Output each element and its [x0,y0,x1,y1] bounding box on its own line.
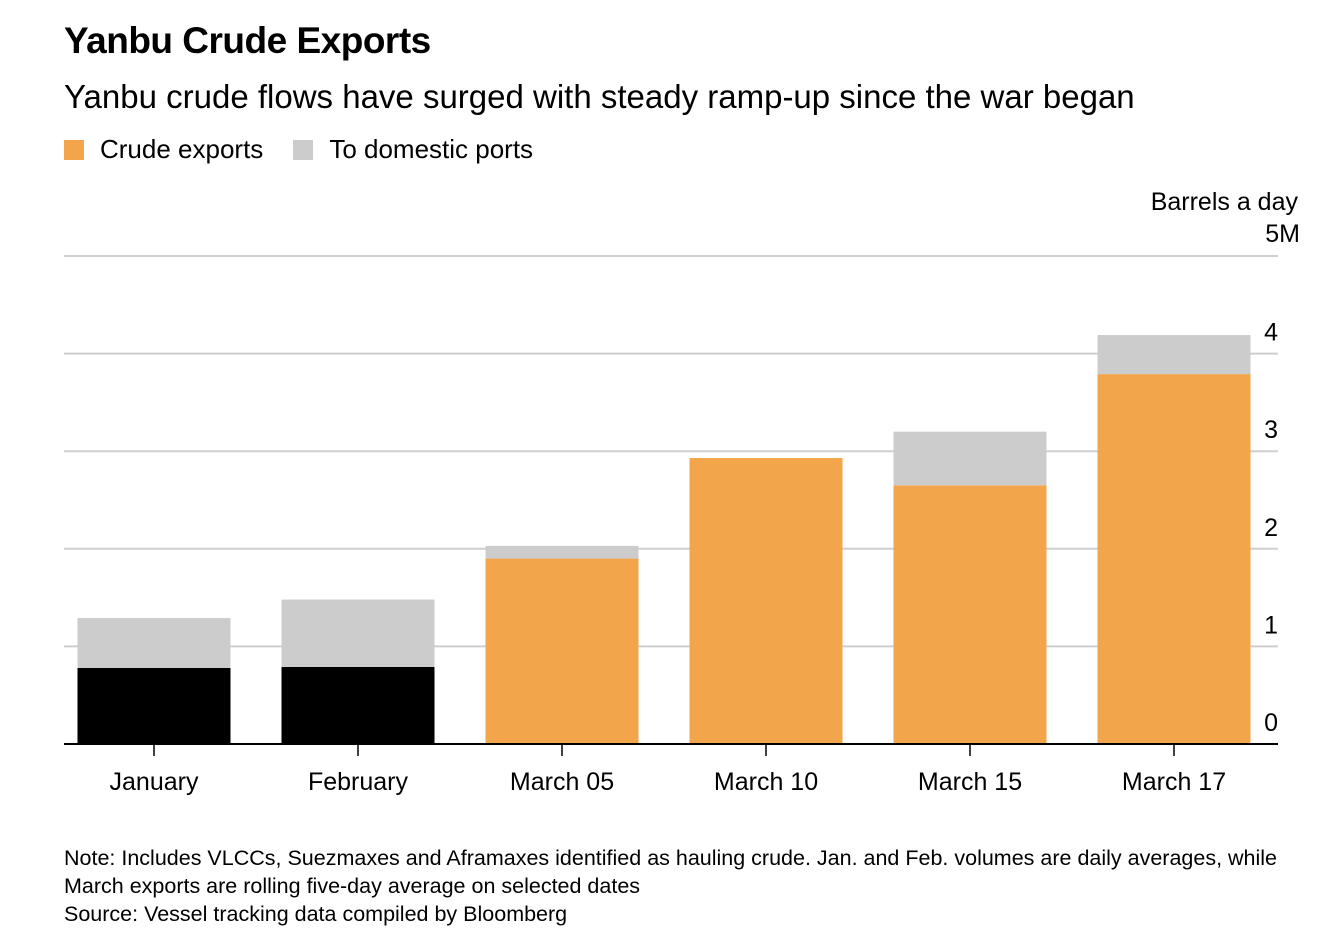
legend-item-domestic-ports: To domestic ports [293,134,533,165]
bar-domestic-ports [281,599,435,667]
legend-item-crude-exports: Crude exports [64,134,263,165]
bar-crude-exports [485,558,639,744]
chart-subtitle: Yanbu crude flows have surged with stead… [64,78,1135,115]
x-tick-label: February [308,768,409,796]
x-tick-label: March 10 [714,768,818,796]
x-tick-label: March 17 [1122,768,1226,796]
legend-label: Crude exports [100,134,264,164]
bar-crude-exports [689,458,843,744]
bar-domestic-ports [77,618,231,668]
legend-swatch-crude-exports [64,139,84,160]
legend-swatch-domestic-ports [293,139,314,160]
legend-label: To domestic ports [329,134,534,164]
chart-title: Yanbu Crude Exports [64,20,431,61]
bar-crude-exports [893,485,1047,744]
y-tick-label: 5M [1265,220,1300,248]
bar-crude-exports [77,667,231,744]
y-tick-label: 3 [1264,416,1278,444]
y-tick-label: 2 [1264,514,1278,542]
note-text: Note: Includes VLCCs, Suezmaxes and Afra… [64,846,1278,898]
x-tick-label: March 05 [510,768,614,796]
y-tick-label: 0 [1264,709,1278,737]
bar-domestic-ports [1097,335,1251,375]
bar-domestic-ports [485,545,639,559]
y-axis-label: Barrels a day [1151,188,1299,216]
x-tick-label: March 15 [918,768,1022,796]
y-tick-label: 1 [1264,611,1278,639]
x-tick-label: January [110,768,199,796]
source-text: Source: Vessel tracking data compiled by… [64,902,568,926]
bar-crude-exports [1097,374,1251,744]
chart-notes: Note: Includes VLCCs, Suezmaxes and Afra… [64,844,1284,928]
bar-domestic-ports [893,431,1047,486]
bar-crude-exports [281,666,435,744]
legend: Crude exports To domestic ports [64,134,563,165]
y-tick-label: 4 [1264,319,1278,347]
